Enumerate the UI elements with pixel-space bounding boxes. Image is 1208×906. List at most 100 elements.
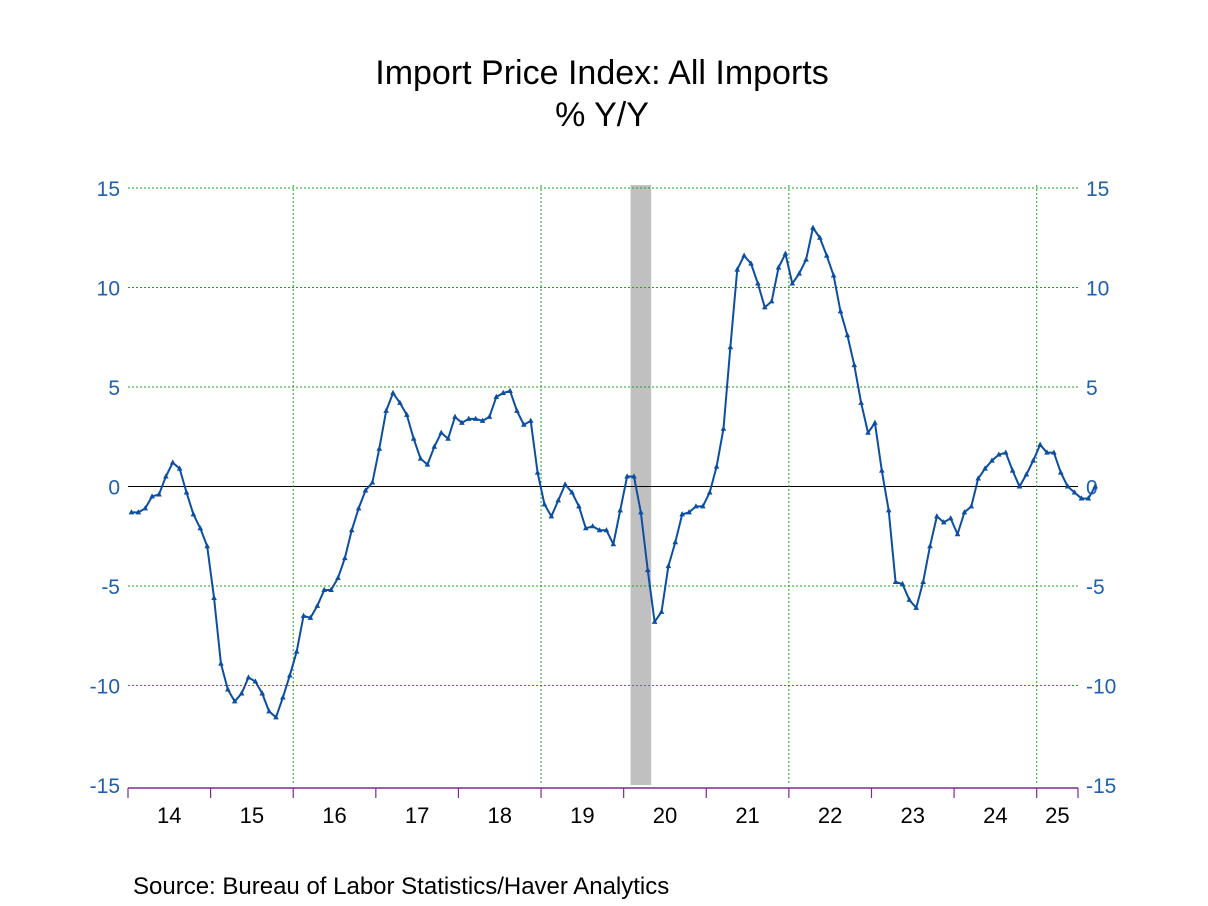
data-point [596, 527, 603, 533]
data-point [844, 332, 851, 338]
x-tick-label: 19 [570, 803, 594, 828]
data-point [493, 393, 500, 399]
data-point [830, 272, 837, 278]
data-point [823, 252, 830, 258]
data-point [1051, 449, 1057, 455]
data-point [479, 417, 486, 423]
data-point [789, 280, 796, 286]
data-point [273, 714, 279, 720]
data-point [548, 513, 555, 519]
data-point [892, 578, 899, 585]
data-point [610, 541, 617, 547]
data-point [355, 505, 362, 511]
data-point [989, 457, 995, 463]
data-point [741, 252, 747, 258]
data-point [755, 280, 761, 286]
data-point [761, 304, 768, 310]
y-tick-label-right: 15 [1086, 178, 1109, 201]
x-tick-label: 21 [735, 803, 759, 828]
y-tick-label-left: -10 [90, 676, 120, 699]
data-point [321, 586, 327, 592]
data-point [204, 543, 210, 549]
data-point [452, 413, 458, 419]
data-point [1064, 483, 1071, 489]
x-tick-label: 25 [1045, 803, 1069, 828]
data-point [314, 602, 321, 608]
data-point [1085, 495, 1092, 501]
data-point [644, 566, 651, 573]
data-point [156, 491, 162, 497]
data-point [293, 648, 300, 654]
data-point [335, 574, 341, 581]
data-point [397, 399, 403, 405]
data-point [954, 531, 961, 537]
data-point [617, 507, 624, 513]
data-point [1092, 483, 1099, 489]
data-point [383, 407, 389, 413]
y-tick-label-left: 15 [97, 178, 120, 201]
data-point [300, 612, 307, 618]
data-point [280, 694, 286, 700]
data-point [582, 525, 589, 531]
data-point [713, 463, 720, 469]
data-point [286, 672, 293, 678]
data-point [142, 505, 149, 511]
data-point [569, 489, 575, 495]
x-tick-label: 18 [487, 803, 511, 828]
data-point [128, 509, 135, 515]
data-point [211, 594, 217, 600]
data-point [658, 608, 665, 614]
data-point [679, 511, 685, 517]
data-point [851, 361, 858, 368]
data-point [342, 554, 348, 561]
data-point [796, 270, 802, 276]
data-point [665, 562, 672, 569]
data-point [879, 467, 885, 473]
data-point [259, 690, 266, 696]
data-point [913, 604, 920, 610]
data-point [472, 415, 479, 421]
data-point [562, 481, 568, 487]
data-point [700, 503, 706, 509]
data-point [465, 415, 472, 421]
data-point [527, 417, 534, 423]
series-layer [128, 224, 1099, 720]
data-point [149, 493, 155, 499]
gridlines [128, 185, 1078, 785]
data-point [183, 489, 190, 495]
data-point [190, 511, 197, 517]
data-point [218, 660, 224, 666]
data-point [486, 413, 493, 419]
y-tick-label-right: -15 [1086, 775, 1116, 798]
data-point [410, 435, 417, 441]
data-point [975, 475, 981, 481]
data-point [225, 686, 231, 692]
data-point [424, 461, 431, 467]
y-tick-label-right: -5 [1086, 576, 1105, 599]
x-tick-label: 22 [818, 803, 842, 828]
data-point [459, 419, 465, 425]
data-point [1071, 489, 1078, 495]
data-point [576, 503, 582, 509]
data-point [135, 509, 142, 515]
data-point [266, 708, 272, 714]
x-tick-label: 24 [983, 803, 1007, 828]
data-point [803, 256, 809, 262]
x-tick-label: 15 [240, 803, 264, 828]
data-point [362, 487, 369, 493]
data-point [748, 260, 754, 266]
data-point [1037, 441, 1043, 447]
data-point [534, 469, 541, 475]
data-point [727, 344, 734, 350]
recession-band [630, 185, 652, 785]
y-tick-label-left: -5 [101, 576, 120, 599]
axes: 14 15 16 17 18 19 20 21 22 23 24 25 15 15 10 10 5 5 0 0 -5 -5… [90, 178, 1117, 828]
y-tick-label-left: 0 [108, 477, 120, 500]
data-point [693, 503, 699, 509]
data-point [169, 459, 176, 465]
x-tick-label: 16 [322, 803, 346, 828]
chart-subtitle: % Y/Y [555, 96, 649, 134]
chart-title: Import Price Index: All Imports [375, 54, 829, 92]
data-point [252, 678, 259, 684]
data-point [348, 527, 355, 533]
